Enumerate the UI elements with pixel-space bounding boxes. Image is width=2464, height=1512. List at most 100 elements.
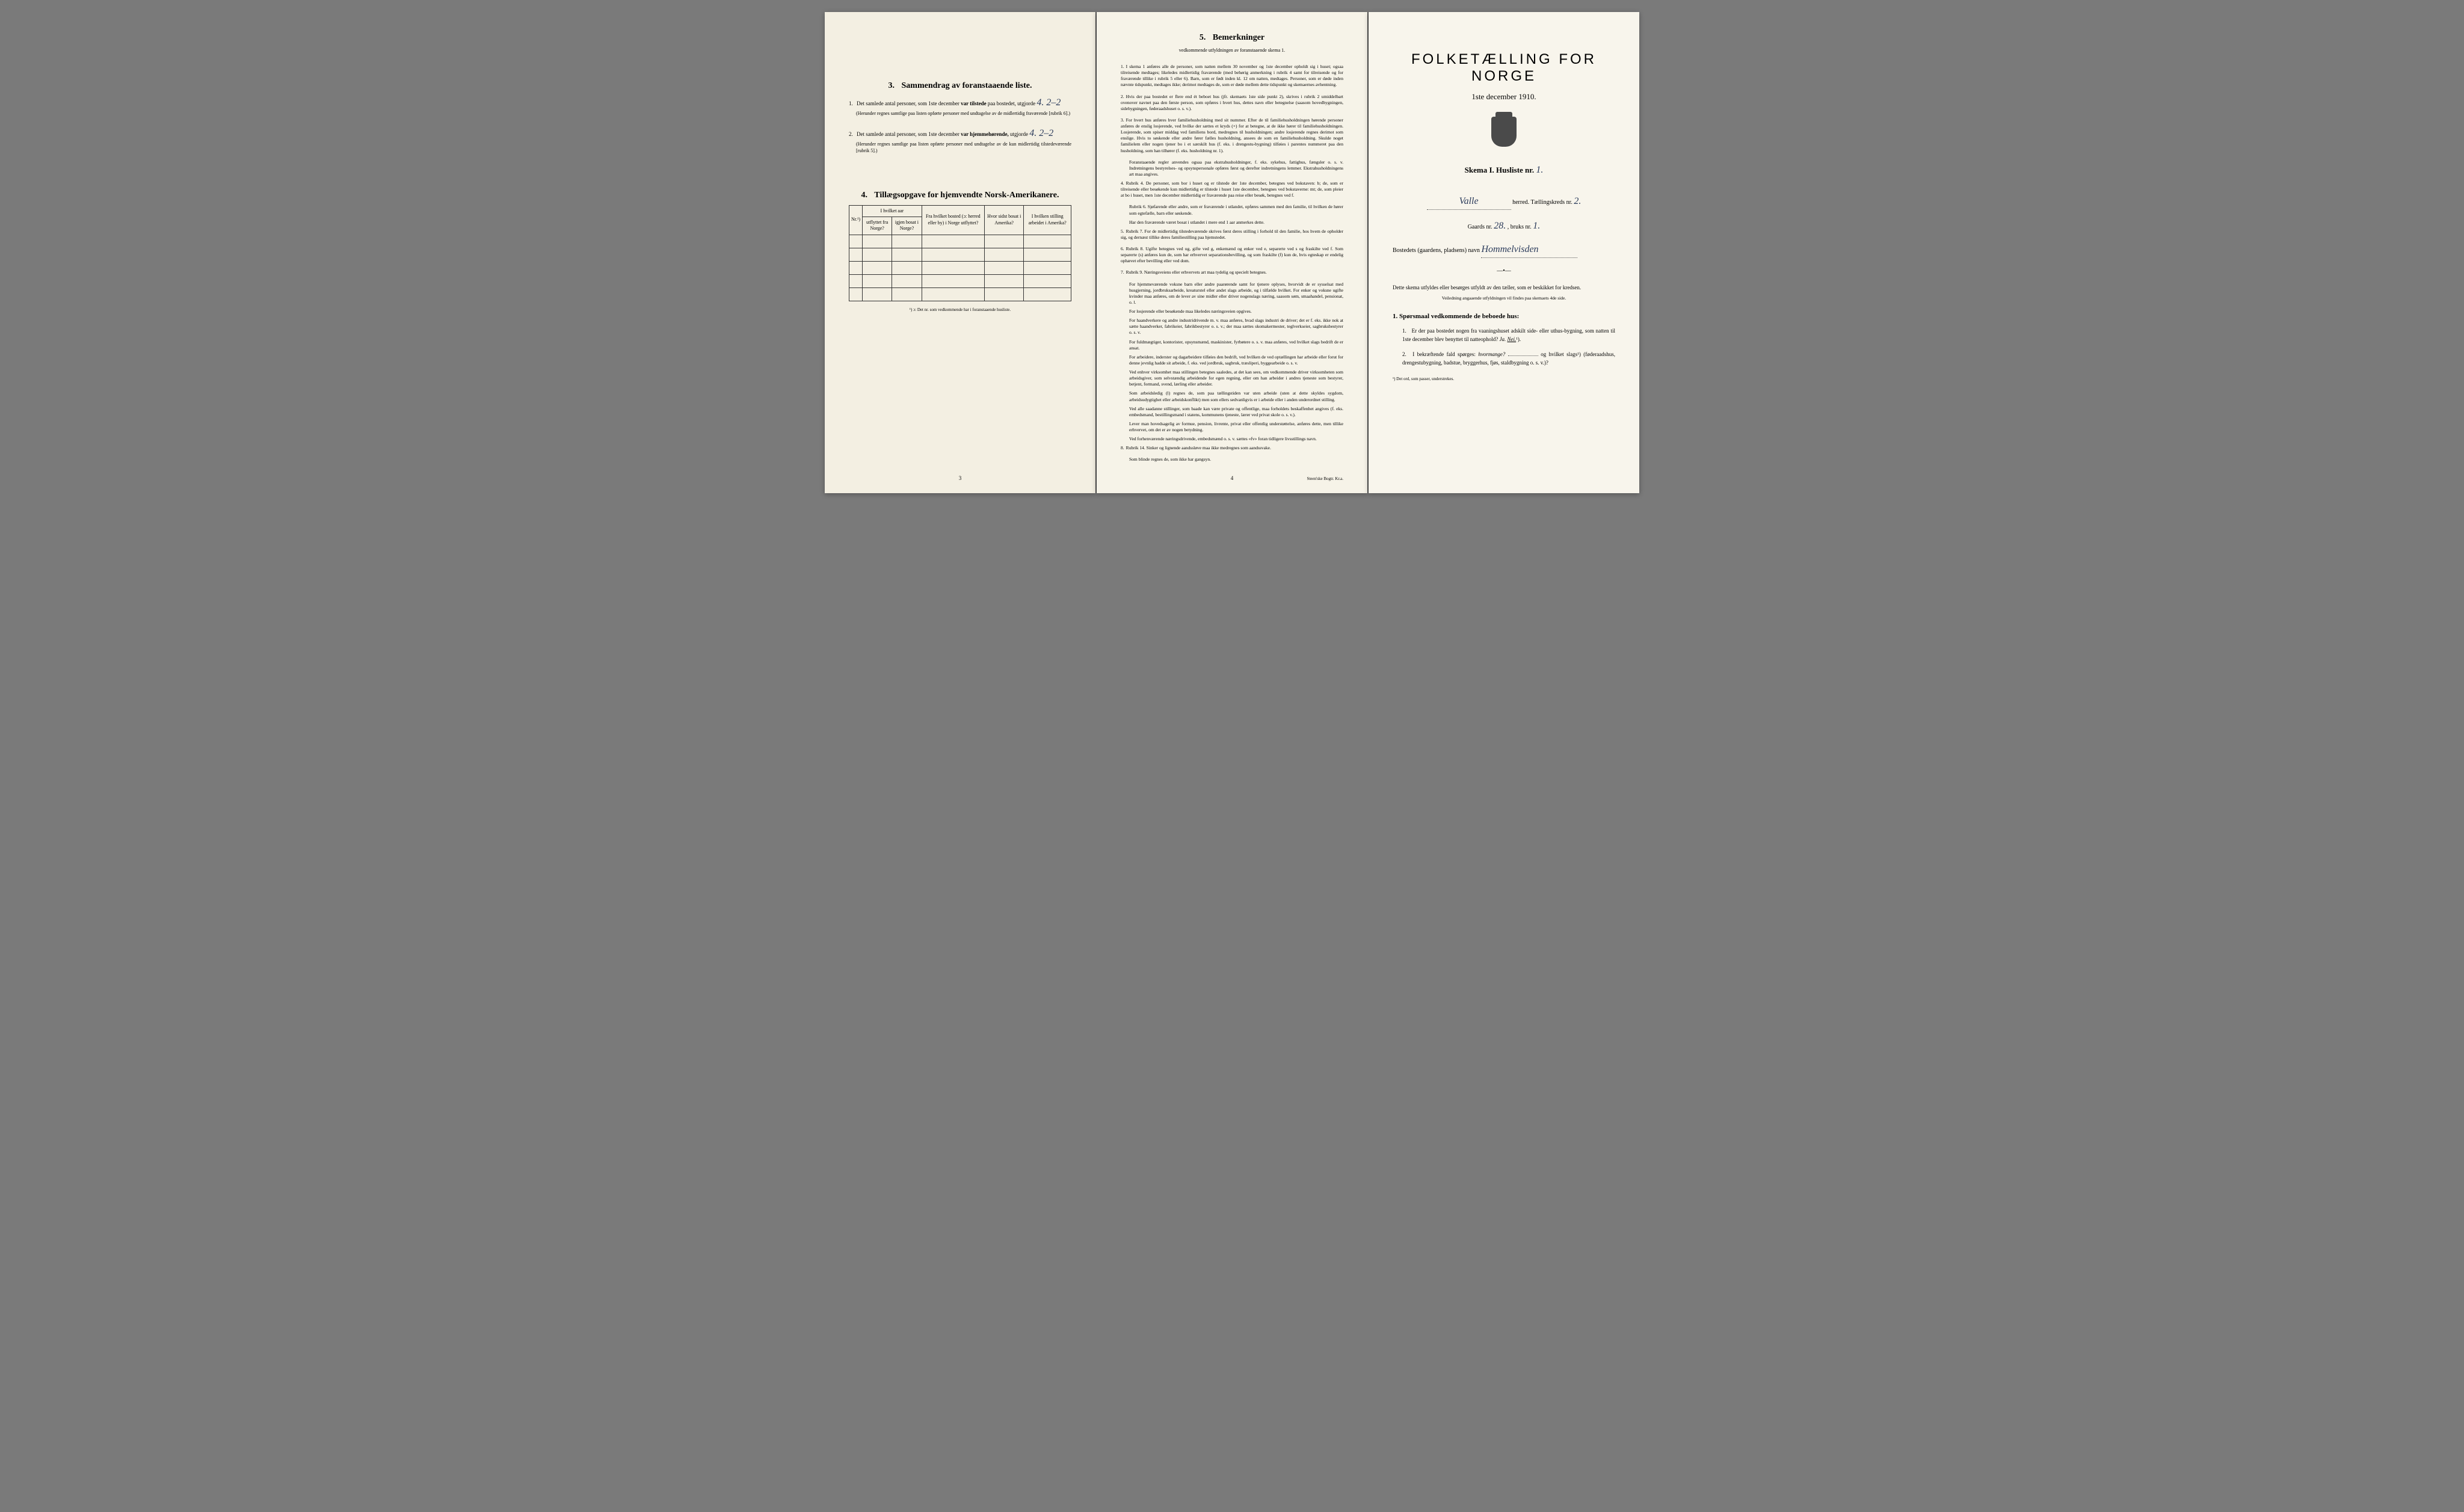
item2-note: (Herunder regnes samtlige paa listen opf… bbox=[856, 141, 1071, 154]
gaards-label1: Gaards nr. bbox=[1468, 224, 1492, 230]
item2-before: Det samlede antal personer, som 1ste dec… bbox=[857, 131, 959, 137]
crest-shield-icon bbox=[1491, 117, 1517, 147]
qheader-text: Spørsmaal vedkommende de beboede hus: bbox=[1399, 313, 1519, 320]
bemerk-item: Som arbeidsledig (l) regnes de, som paa … bbox=[1129, 390, 1343, 402]
bosted-value: Hommelvisden bbox=[1481, 244, 1538, 254]
bemerk-text: Som arbeidsledig (l) regnes de, som paa … bbox=[1129, 390, 1343, 402]
bemerk-num: 4. bbox=[1121, 180, 1124, 186]
section5-title-text: Bemerkninger bbox=[1213, 33, 1264, 42]
bemerk-num: 7. bbox=[1121, 269, 1124, 275]
small-instructions: Veiledning angaaende utfyldningen vil fi… bbox=[1393, 295, 1615, 301]
qheader-num: 1. bbox=[1393, 313, 1397, 320]
skema-label: Skema I. Husliste nr. bbox=[1465, 165, 1534, 174]
herred-line: Valle herred. Tællingskreds nr. 2. bbox=[1393, 194, 1615, 210]
bemerk-text: For arbeidere, inderster og dagarbeidere… bbox=[1129, 354, 1343, 366]
q2-blank bbox=[1508, 355, 1538, 356]
section4-title: 4. Tillægsopgave for hjemvendte Norsk-Am… bbox=[849, 191, 1071, 200]
section4-title-text: Tillægsopgave for hjemvendte Norsk-Ameri… bbox=[874, 191, 1059, 200]
th-bosted: Fra hvilket bosted (ɔ: herred eller by) … bbox=[922, 205, 984, 235]
bemerk-item: For arbeidere, inderster og dagarbeidere… bbox=[1129, 354, 1343, 366]
bemerk-item: For hjemmeværende voksne barn eller andr… bbox=[1129, 281, 1343, 306]
section5-title: 5. Bemerkninger bbox=[1121, 33, 1343, 43]
bemerk-num: 8. bbox=[1121, 445, 1124, 450]
item1-handwritten: 4. 2–2 bbox=[1036, 97, 1061, 108]
th-stilling: I hvilken stilling arbeidet i Amerika? bbox=[1024, 205, 1071, 235]
bemerk-text: For fuldmægtiger, kontorister, opsynsmæn… bbox=[1129, 339, 1343, 351]
item1-bold: var tilstede bbox=[961, 100, 987, 106]
q1-sup: ¹). bbox=[1516, 336, 1521, 342]
section5-subtitle: vedkommende utfyldningen av foranstaaend… bbox=[1121, 48, 1343, 53]
bosted-line: Bostedets (gaardens, pladsens) navn Homm… bbox=[1393, 242, 1615, 258]
bemerk-item: Rubrik 6. Sjøfarende eller andre, som er… bbox=[1129, 204, 1343, 216]
bemerk-item: 6.Rubrik 8. Ugifte betegnes ved ug, gift… bbox=[1121, 246, 1343, 264]
th-nr: Nr.¹) bbox=[849, 205, 863, 235]
bemerk-text: I skema 1 anføres alle de personer, som … bbox=[1121, 64, 1343, 87]
gaards-label2: , bruks nr. bbox=[1508, 224, 1532, 230]
bemerk-text: For hvert hus anføres hver familiehushol… bbox=[1121, 117, 1343, 153]
kreds-value: 2. bbox=[1574, 196, 1581, 206]
bemerk-item: For fuldmægtiger, kontorister, opsynsmæn… bbox=[1129, 339, 1343, 351]
bemerk-text: Har den fraværende været bosat i utlande… bbox=[1129, 220, 1264, 225]
bemerk-num: 5. bbox=[1121, 229, 1124, 234]
section3-title: 3. Sammendrag av foranstaaende liste. bbox=[849, 81, 1071, 91]
bemerk-item: Som blinde regnes de, som ikke har gangs… bbox=[1129, 456, 1343, 463]
skema-line: Skema I. Husliste nr. 1. bbox=[1393, 165, 1615, 176]
item2-after: utgjorde bbox=[1010, 131, 1028, 137]
section3-item2: 2. Det samlede antal personer, som 1ste … bbox=[849, 126, 1071, 154]
herred-value: Valle bbox=[1459, 196, 1479, 206]
bemerk-item: For losjerende eller besøkende maa likel… bbox=[1129, 309, 1343, 315]
bemerk-num: 6. bbox=[1121, 246, 1124, 251]
bemerk-item: Lever man hovedsagelig av formue, pensio… bbox=[1129, 421, 1343, 433]
item1-after: paa bostedet, utgjorde bbox=[988, 100, 1035, 106]
page-number-center: 4 bbox=[1231, 475, 1234, 481]
bemerk-item: 3.For hvert hus anføres hver familiehush… bbox=[1121, 117, 1343, 154]
right-footnote: ¹) Det ord, som passer, understrekes. bbox=[1393, 376, 1615, 381]
item2-handwritten: 4. 2–2 bbox=[1029, 128, 1053, 138]
bemerk-text: Rubrik 8. Ugifte betegnes ved ug, gifte … bbox=[1121, 246, 1343, 263]
section5-number: 5. bbox=[1200, 33, 1206, 42]
bemerk-text: Ved enhver virksomhet maa stillingen bet… bbox=[1129, 369, 1343, 387]
skema-value: 1. bbox=[1536, 165, 1543, 175]
bemerk-item: 4.Rubrik 4. De personer, som bor i huset… bbox=[1121, 180, 1343, 198]
section-4: 4. Tillægsopgave for hjemvendte Norsk-Am… bbox=[849, 191, 1071, 312]
item1-before: Det samlede antal personer, som 1ste dec… bbox=[857, 100, 959, 106]
bemerk-text: For hjemmeværende voksne barn eller andr… bbox=[1129, 281, 1343, 305]
table-row bbox=[849, 235, 1071, 248]
q2-before: I bekræftende fald spørges: bbox=[1412, 351, 1476, 357]
divider-ornament: ―•― bbox=[1393, 268, 1615, 274]
printer-note: Steen'ske Bogtr. Kr.a. bbox=[1307, 476, 1343, 481]
section4-number: 4. bbox=[861, 191, 868, 200]
q1-num: 1. bbox=[1402, 328, 1406, 334]
bosted-label: Bostedets (gaardens, pladsens) navn bbox=[1393, 247, 1480, 254]
th-bosat: igjen bosat i Norge? bbox=[892, 217, 922, 235]
table-head: Nr.¹) I hvilket aar Fra hvilket bosted (… bbox=[849, 205, 1071, 235]
th-aar: I hvilket aar bbox=[863, 205, 922, 217]
bemerk-text: For losjerende eller besøkende maa likel… bbox=[1129, 309, 1252, 314]
bemerk-num: 1. bbox=[1121, 64, 1124, 69]
bemerk-item: 2.Hvis der paa bostedet er flere end ét … bbox=[1121, 94, 1343, 112]
bemerk-text: Rubrik 4. De personer, som bor i huset o… bbox=[1121, 180, 1343, 198]
bemerk-num: 3. bbox=[1121, 117, 1124, 123]
section3-number: 3. bbox=[889, 81, 895, 90]
page-right: FOLKETÆLLING FOR NORGE 1ste december 191… bbox=[1369, 12, 1639, 493]
bemerk-item: Har den fraværende været bosat i utlande… bbox=[1129, 220, 1343, 226]
bemerk-text: Rubrik 14. Sinker og lignende aandssløve… bbox=[1126, 445, 1271, 450]
bemerk-item: Ved enhver virksomhet maa stillingen bet… bbox=[1129, 369, 1343, 387]
gaards-line: Gaards nr. 28. , bruks nr. 1. bbox=[1393, 218, 1615, 234]
question-1: 1. Er der paa bostedet nogen fra vaaning… bbox=[1402, 327, 1615, 343]
bemerk-text: Som blinde regnes de, som ikke har gangs… bbox=[1129, 456, 1211, 462]
date-line: 1ste december 1910. bbox=[1393, 92, 1615, 102]
item1-num: 1. bbox=[849, 100, 853, 106]
question-2: 2. I bekræftende fald spørges: hvormange… bbox=[1402, 351, 1615, 367]
question-header: 1. Spørsmaal vedkommende de beboede hus: bbox=[1393, 313, 1615, 320]
bemerkninger-list: 1.I skema 1 anføres alle de personer, so… bbox=[1121, 64, 1343, 463]
bruks-value: 1. bbox=[1533, 221, 1540, 231]
bemerk-text: Foranstaaende regler anvendes ogsaa paa … bbox=[1129, 159, 1343, 177]
document-spread: 3. Sammendrag av foranstaaende liste. 1.… bbox=[825, 12, 1639, 493]
q1-ja: Ja. bbox=[1499, 336, 1506, 342]
section-3: 3. Sammendrag av foranstaaende liste. 1.… bbox=[849, 81, 1071, 155]
item2-num: 2. bbox=[849, 131, 853, 137]
item2-bold: var hjemmehørende, bbox=[961, 131, 1009, 137]
bemerk-item: 5.Rubrik 7. For de midlertidig tilstedev… bbox=[1121, 229, 1343, 241]
item1-note: (Herunder regnes samtlige paa listen opf… bbox=[856, 110, 1071, 117]
